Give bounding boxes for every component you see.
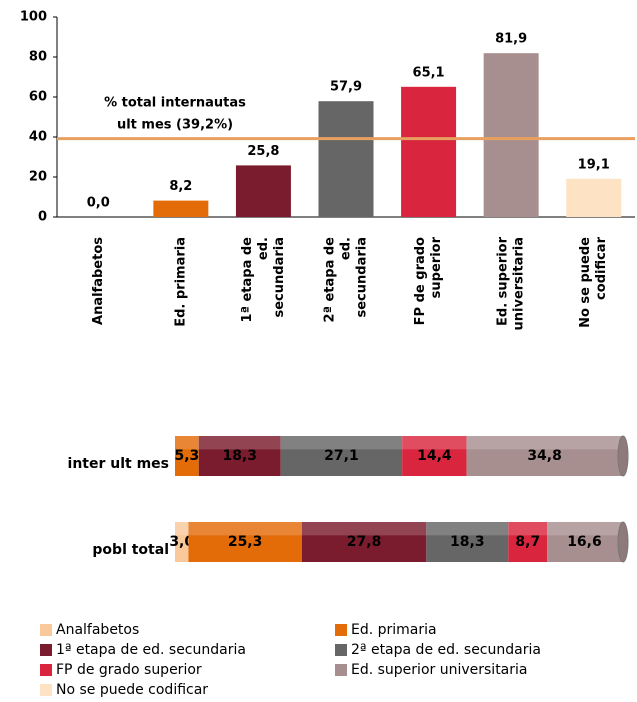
value-label: 19,1: [578, 157, 610, 172]
x-tick-label: Ed. superior: [496, 236, 511, 326]
legend-swatch: [335, 644, 347, 656]
value-label: 14,4: [417, 448, 452, 464]
y-tick-label: 100: [20, 10, 47, 25]
x-tick-label: 1ª etapa de: [240, 237, 255, 323]
annotation: % total internautas: [104, 96, 246, 111]
value-label: 65,1: [413, 65, 445, 80]
bar: [235, 165, 291, 217]
legend-label: Analfabetos: [56, 622, 139, 638]
bar: [566, 178, 622, 217]
value-label: 81,9: [495, 32, 527, 47]
x-tick-label: FP de grado: [413, 237, 428, 325]
bar-segment: [508, 522, 548, 562]
x-tick-label: Ed. primaria: [173, 237, 188, 327]
bar-segment: [280, 436, 403, 476]
legend-label: FP de grado superior: [56, 662, 202, 678]
x-tick-label: universitaria: [512, 237, 527, 331]
y-tick-label: pobl total: [92, 542, 169, 558]
x-tick-label: superior: [429, 236, 444, 298]
x-tick-label: Analfabetos: [91, 237, 106, 325]
bar-segment: [188, 522, 302, 562]
y-tick-label: 60: [29, 90, 47, 105]
y-tick-label: inter ult mes: [68, 456, 169, 472]
legend-swatch: [335, 624, 347, 636]
bar-segment: [426, 522, 509, 562]
value-label: 3,0: [169, 534, 194, 550]
y-tick-label: 0: [38, 210, 47, 225]
value-label: 25,8: [247, 144, 279, 159]
legend-swatch: [40, 664, 52, 676]
x-tick-label: 2ª etapa de: [323, 237, 338, 323]
x-tick-label: codificar: [594, 236, 609, 300]
value-label: 18,3: [450, 534, 485, 550]
bar-segment: [547, 522, 622, 562]
bar-segment: [175, 436, 199, 476]
x-tick-label: secundaria: [355, 237, 370, 318]
x-tick-label: No se puede: [578, 237, 593, 328]
x-tick-label: ed.: [256, 237, 271, 260]
bar-segment: [301, 522, 427, 562]
bar-segment: [198, 436, 281, 476]
y-tick-label: 40: [29, 130, 47, 145]
bar: [153, 200, 209, 217]
value-label: 8,7: [515, 534, 540, 550]
bar-segment: [402, 436, 467, 476]
bar-end: [617, 521, 629, 563]
legend-label: Ed. superior universitaria: [351, 662, 527, 678]
value-label: 25,3: [228, 534, 263, 550]
value-label: 8,2: [169, 179, 192, 194]
bar: [401, 86, 457, 217]
y-tick-label: 80: [29, 50, 47, 65]
legend-label: Ed. primaria: [351, 622, 437, 638]
bar-shine: [175, 436, 623, 450]
bar-segment: [175, 522, 189, 562]
bar-segment: [466, 436, 623, 476]
value-label: 57,9: [330, 80, 362, 95]
legend-swatch: [40, 624, 52, 636]
bar-shine: [175, 522, 623, 536]
legend-label: 2ª etapa de ed. secundaria: [351, 642, 541, 658]
bar: [318, 101, 374, 217]
annotation: ult mes (39,2%): [117, 118, 233, 133]
y-tick-label: 20: [29, 170, 47, 185]
legend-label: 1ª etapa de ed. secundaria: [56, 642, 246, 658]
value-label: 5,3: [174, 448, 199, 464]
bar: [483, 53, 539, 218]
value-label: 18,3: [222, 448, 257, 464]
bar-end: [617, 435, 629, 477]
legend-label: No se puede codificar: [56, 682, 208, 698]
value-label: 0,0: [87, 196, 110, 211]
legend-swatch: [40, 644, 52, 656]
x-tick-label: ed.: [339, 237, 354, 260]
legend-swatch: [40, 684, 52, 696]
value-label: 27,1: [324, 448, 359, 464]
x-tick-label: secundaria: [272, 237, 287, 318]
value-label: 16,6: [567, 534, 602, 550]
value-label: 34,8: [527, 448, 562, 464]
value-label: 27,8: [347, 534, 382, 550]
legend-swatch: [335, 664, 347, 676]
